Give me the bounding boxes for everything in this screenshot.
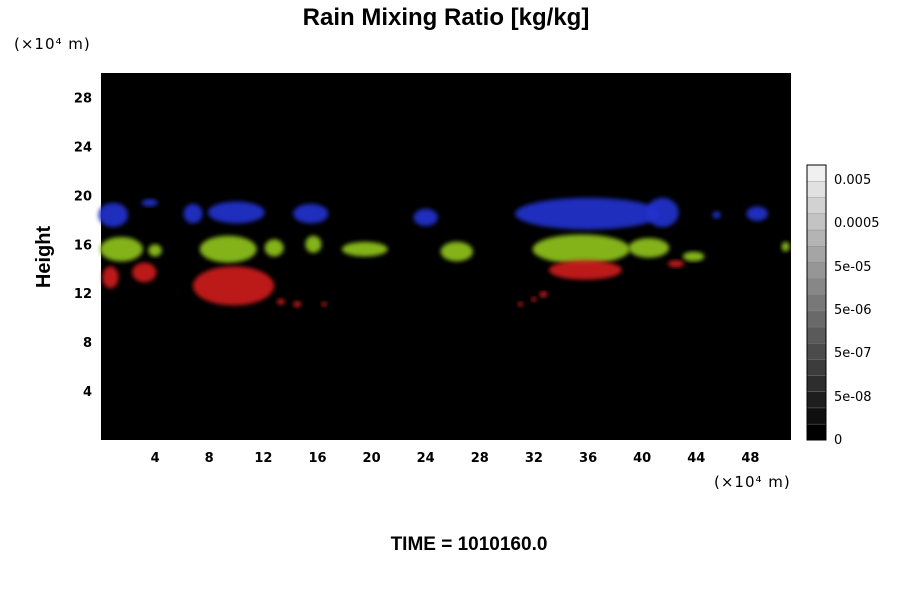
rain-cell-13 [264, 239, 284, 257]
colorbar-step [806, 164, 827, 182]
time-label: TIME = 1010160.0 [391, 534, 548, 555]
x-tick-label: 8 [205, 451, 214, 466]
x-tick-label: 40 [633, 451, 651, 466]
y-tick-label: 28 [74, 92, 92, 107]
colorbar-step [806, 229, 827, 247]
colorbar-tick-label: 5e-06 [834, 303, 872, 318]
x-tick-label: 24 [417, 451, 435, 466]
x-axis-unit: (×10⁴ m) [714, 473, 791, 491]
x-tick-label: 20 [363, 451, 381, 466]
colorbar-step [806, 310, 827, 328]
x-tick-label: 32 [525, 451, 543, 466]
rain-cell-1 [141, 199, 158, 207]
x-tick-label: 12 [254, 451, 272, 466]
colorbar-tick-label: 0.0005 [834, 216, 880, 231]
colorbar-ticks: 0.005 0.0005 5e-05 5e-06 5e-07 5e-08 0 [834, 173, 880, 448]
colorbar-tick-label: 0.005 [834, 173, 871, 188]
rain-cell-15 [341, 241, 388, 257]
rain-cell-9 [746, 206, 768, 221]
x-tick-label: 28 [471, 451, 489, 466]
colorbar-step [806, 375, 827, 392]
colorbar-step [806, 180, 827, 198]
rain-cell-21 [102, 266, 119, 289]
rain-cell-14 [305, 235, 322, 253]
rain-cell-17 [532, 234, 630, 264]
colorbar [806, 164, 827, 441]
chart-title: Rain Mixing Ratio [kg/kg] [303, 4, 590, 31]
colorbar-tick-label: 0 [834, 433, 842, 448]
rain-cell-25 [276, 298, 285, 305]
rain-cell-29 [539, 291, 548, 298]
rain-cell-2 [183, 203, 203, 224]
colorbar-frame [806, 164, 827, 441]
rain-cell-5 [413, 208, 438, 226]
rain-cell-11 [148, 244, 162, 257]
rain-cell-27 [517, 301, 524, 307]
colorbar-step [806, 294, 827, 312]
rain-cell-4 [293, 203, 329, 224]
colorbar-step [806, 423, 827, 441]
colorbar-tick-label: 5e-05 [834, 260, 872, 275]
colorbar-step [806, 213, 827, 231]
colorbar-step [806, 407, 827, 425]
rain-cell-22 [132, 262, 157, 283]
rain-cell-8 [712, 211, 721, 219]
y-tick-label: 12 [74, 287, 92, 302]
y-tick-label: 8 [83, 336, 92, 351]
colorbar-tick-label: 5e-07 [834, 346, 872, 361]
colorbar-step [806, 358, 827, 376]
rain-cell-20 [781, 241, 790, 252]
y-tick-label: 16 [74, 238, 92, 253]
rain-cell-12 [199, 235, 257, 263]
rain-cell-16 [440, 241, 473, 262]
rain-cell-31 [667, 260, 685, 268]
rain-cell-6 [515, 197, 662, 230]
y-axis-unit: (×10⁴ m) [14, 35, 91, 53]
colorbar-step [806, 245, 827, 263]
rain-cell-26 [321, 301, 327, 307]
rain-cell-30 [548, 260, 622, 280]
colorbar-step [806, 391, 827, 409]
rain-cell-24 [293, 301, 302, 308]
rain-cell-23 [193, 266, 275, 306]
rain-field [98, 197, 790, 308]
rain-cell-3 [207, 201, 265, 224]
rain-cell-19 [682, 251, 705, 262]
colorbar-step [806, 278, 827, 295]
y-tick-label: 4 [83, 385, 92, 400]
colorbar-step [806, 342, 827, 360]
rain-cell-18 [628, 238, 670, 258]
y-tick-label: 24 [74, 140, 92, 155]
colorbar-step [806, 326, 827, 344]
rain-cell-0 [98, 202, 129, 228]
y-axis-ticks: 4 8 12 16 20 24 28 [74, 92, 92, 401]
x-tick-label: 36 [579, 451, 597, 466]
x-tick-label: 44 [687, 451, 705, 466]
x-tick-label: 16 [308, 451, 326, 466]
rain-cell-28 [531, 296, 537, 302]
colorbar-step [806, 197, 827, 215]
rain-cell-7 [646, 197, 679, 228]
colorbar-step [806, 261, 827, 279]
colorbar-tick-label: 5e-08 [834, 390, 872, 405]
y-axis-label: Height [33, 226, 55, 289]
x-tick-label: 4 [151, 451, 160, 466]
x-tick-label: 48 [741, 451, 759, 466]
y-tick-label: 20 [74, 189, 92, 204]
x-axis-ticks: 4 8 12 16 20 24 28 32 36 40 44 48 [151, 451, 760, 466]
rain-cell-10 [99, 237, 143, 262]
